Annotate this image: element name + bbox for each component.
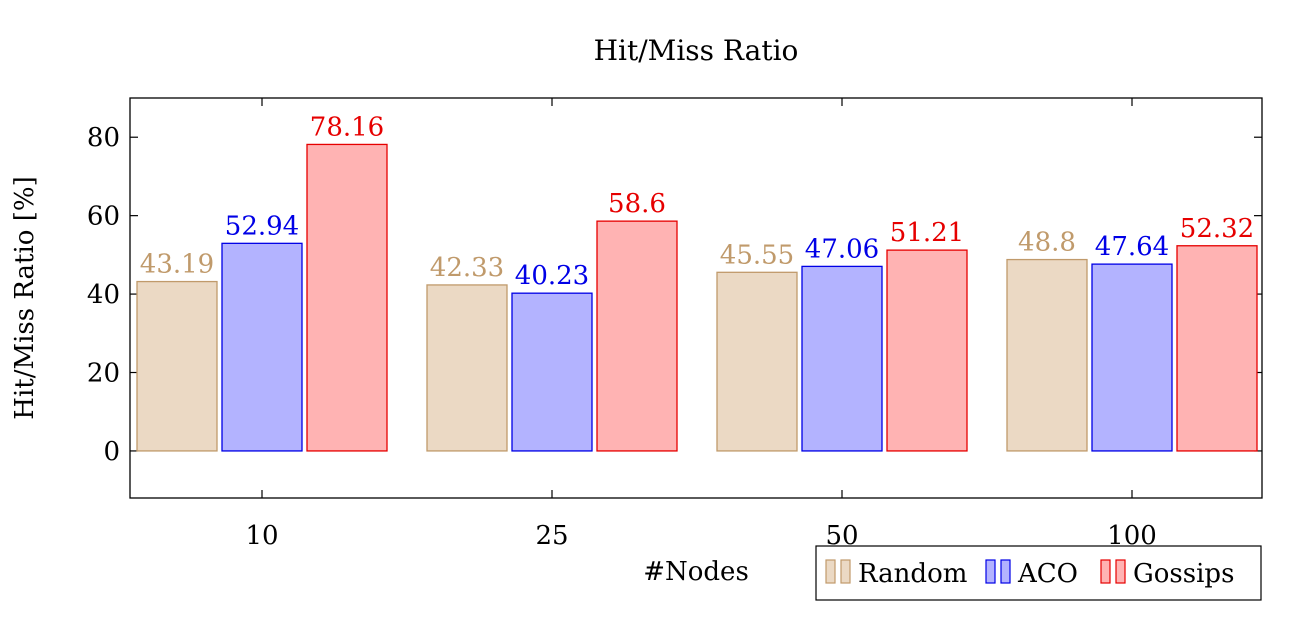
data-label: 52.94 xyxy=(225,211,299,241)
legend-label-random: Random xyxy=(858,559,967,589)
chart-title: Hit/Miss Ratio xyxy=(594,34,799,67)
legend-swatch xyxy=(1000,559,1011,584)
x-tick-label: 10 xyxy=(245,521,278,551)
legend-swatch xyxy=(840,559,851,584)
bar-aco-100 xyxy=(1091,263,1173,452)
legend-swatch xyxy=(1115,559,1126,584)
data-label: 42.33 xyxy=(430,253,504,283)
y-tick-label: 60 xyxy=(87,202,120,232)
bar-gossips-50 xyxy=(886,249,968,452)
plot-frame xyxy=(129,97,1263,499)
bar-random-25 xyxy=(426,284,508,452)
legend-swatch xyxy=(1100,559,1111,584)
bar-random-100 xyxy=(1006,258,1088,452)
data-label: 47.06 xyxy=(805,234,879,264)
legend-swatch xyxy=(825,559,836,584)
bar-aco-50 xyxy=(801,265,883,452)
x-tick-label: 25 xyxy=(535,521,568,551)
y-axis-label: Hit/Miss Ratio [%] xyxy=(10,176,40,419)
data-label: 48.8 xyxy=(1018,228,1076,258)
data-label: 78.16 xyxy=(310,112,384,142)
data-label: 51.21 xyxy=(890,218,964,248)
bar-gossips-10 xyxy=(306,143,388,452)
bar-aco-10 xyxy=(221,242,303,452)
y-tick-label: 80 xyxy=(87,123,120,153)
data-label: 47.64 xyxy=(1095,232,1169,262)
data-label: 52.32 xyxy=(1180,214,1254,244)
x-axis-label: #Nodes xyxy=(643,557,749,587)
bar-gossips-25 xyxy=(596,220,678,452)
data-label: 40.23 xyxy=(515,261,589,291)
y-tick-label: 40 xyxy=(87,280,120,310)
bar-aco-25 xyxy=(511,292,593,452)
legend-swatch xyxy=(985,559,996,584)
y-tick-label: 0 xyxy=(103,437,120,467)
data-label: 43.19 xyxy=(140,250,214,280)
legend-box xyxy=(815,545,1262,601)
bar-gossips-100 xyxy=(1176,245,1258,452)
legend: Random ACO Gossips xyxy=(815,545,1262,601)
legend-label-gossips: Gossips xyxy=(1133,559,1234,589)
data-label: 45.55 xyxy=(720,240,794,270)
data-label: 58.6 xyxy=(608,189,666,219)
y-tick-label: 20 xyxy=(87,359,120,389)
bar-random-10 xyxy=(136,280,218,452)
bar-random-50 xyxy=(716,271,798,452)
legend-label-aco: ACO xyxy=(1017,559,1078,589)
